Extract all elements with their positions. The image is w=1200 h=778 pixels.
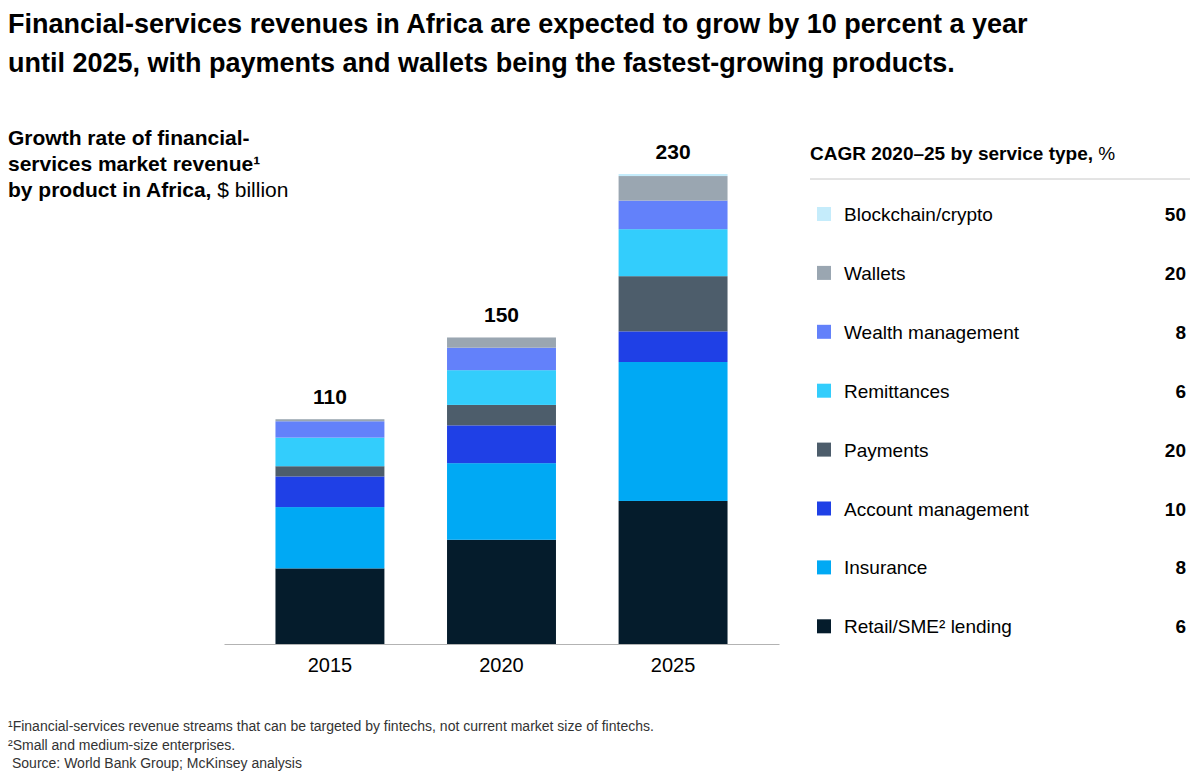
legend: CAGR 2020–25 by service type, % Blockchai… xyxy=(810,143,1190,637)
series xyxy=(275,331,727,507)
series xyxy=(275,229,727,466)
legend-swatch xyxy=(817,207,831,221)
legend-title: CAGR 2020–25 by service type, % xyxy=(810,143,1115,164)
legend-title-text: CAGR 2020–25 by service type, xyxy=(810,143,1093,164)
bar-segment xyxy=(447,405,556,425)
legend-label: Wealth management xyxy=(844,322,1020,343)
bar-segment xyxy=(275,419,384,421)
legend-value: 20 xyxy=(1165,440,1186,461)
chart: Financial-services revenues in Africa ar… xyxy=(0,0,1200,778)
legend-value: 8 xyxy=(1175,557,1186,578)
bar-segment xyxy=(275,507,384,568)
bar-segment xyxy=(619,331,728,362)
legend-item: Insurance 8 xyxy=(817,557,1186,578)
legend-value: 50 xyxy=(1165,204,1186,225)
bar-segment xyxy=(447,337,556,347)
bar-segment xyxy=(619,174,728,176)
legend-item: Remittances 6 xyxy=(817,381,1186,402)
footnote: ²Small and medium-size enterprises. xyxy=(8,737,235,753)
bar-segment xyxy=(619,201,728,230)
bar-segment xyxy=(275,438,384,467)
total-label: 150 xyxy=(484,303,519,326)
tick: 2020 xyxy=(479,644,524,676)
subtitle-text: by product in Africa, xyxy=(8,178,211,201)
legend-swatch xyxy=(817,560,831,574)
bar-segment xyxy=(619,229,728,276)
subtitle-text: Growth rate of financial- xyxy=(8,126,250,149)
legend-label: Blockchain/crypto xyxy=(844,204,993,225)
bar-segment xyxy=(275,466,384,476)
series xyxy=(619,174,728,176)
bar-segment xyxy=(447,337,556,338)
legend-value: 6 xyxy=(1175,616,1186,637)
legend-swatch xyxy=(817,325,831,339)
x-axis: 2015 2020 2025 xyxy=(225,644,780,676)
bar-segment xyxy=(447,370,556,405)
subtitle-line: Growth rate of financial- xyxy=(8,126,250,149)
bar-segment xyxy=(275,568,384,644)
tick-label: 2015 xyxy=(308,654,353,676)
legend-item: Wallets 20 xyxy=(817,263,1186,284)
bar-segment xyxy=(619,362,728,501)
tick-label: 2025 xyxy=(651,654,696,676)
legend-item: Blockchain/crypto 50 xyxy=(817,204,1186,225)
title: Financial-services revenues in Africa ar… xyxy=(8,9,1028,78)
legend-swatch xyxy=(817,619,831,633)
title-line: until 2025, with payments and wallets be… xyxy=(8,48,955,78)
title-line: Financial-services revenues in Africa ar… xyxy=(8,9,1028,39)
series xyxy=(275,362,727,568)
series xyxy=(275,201,727,438)
units: $ billion xyxy=(217,178,288,201)
bar-segment xyxy=(447,425,556,463)
footnote: ¹Financial-services revenue streams that… xyxy=(8,718,654,734)
legend-label: Insurance xyxy=(844,557,927,578)
legend-value: 6 xyxy=(1175,381,1186,402)
tick: 2015 xyxy=(308,644,353,676)
legend-swatch xyxy=(817,443,831,457)
totals: 110 150 230 xyxy=(313,140,691,408)
tick-label: 2020 xyxy=(479,654,524,676)
subtitle-line: services market revenue¹ xyxy=(8,152,260,175)
legend-unit: % xyxy=(1098,143,1115,164)
legend-divider xyxy=(810,179,1190,180)
legend-label: Retail/SME² lending xyxy=(844,616,1012,637)
legend-value: 10 xyxy=(1165,499,1186,520)
bar-segment xyxy=(447,348,556,370)
bar-segment xyxy=(447,463,556,540)
legend-label: Remittances xyxy=(844,381,950,402)
tick: 2025 xyxy=(651,644,696,676)
subtitle-text: services market revenue¹ xyxy=(8,152,260,175)
bar-segment xyxy=(275,421,384,437)
bar-segment xyxy=(275,419,384,420)
legend-item: Account management 10 xyxy=(817,499,1186,520)
legend-value: 20 xyxy=(1165,263,1186,284)
legend-swatch xyxy=(817,502,831,516)
series xyxy=(275,276,727,476)
bar-segment xyxy=(619,276,728,331)
subtitle: Growth rate of financial-services market… xyxy=(8,126,288,201)
bar-segment xyxy=(619,501,728,644)
legend-item: Retail/SME² lending 6 xyxy=(817,616,1186,637)
bar-segment xyxy=(619,176,728,201)
axis-line xyxy=(225,644,780,645)
legend-value: 8 xyxy=(1175,322,1186,343)
legend-swatch xyxy=(817,384,831,398)
legend-swatch xyxy=(817,266,831,280)
footnotes: ¹Financial-services revenue streams that… xyxy=(8,718,654,771)
total-label: 110 xyxy=(313,385,347,408)
legend-label: Payments xyxy=(844,440,928,461)
total-label: 230 xyxy=(656,140,691,163)
legend-label: Account management xyxy=(844,499,1030,520)
source: Source: World Bank Group; McKinsey analy… xyxy=(12,755,302,771)
legend-label: Wallets xyxy=(844,263,906,284)
series xyxy=(275,176,727,421)
legend-item: Wealth management 8 xyxy=(817,322,1186,343)
bar-segment xyxy=(447,540,556,644)
legend-item: Payments 20 xyxy=(817,440,1186,461)
subtitle-line: by product in Africa, $ billion xyxy=(8,178,288,201)
bars xyxy=(275,174,727,644)
bar-segment xyxy=(275,476,384,507)
